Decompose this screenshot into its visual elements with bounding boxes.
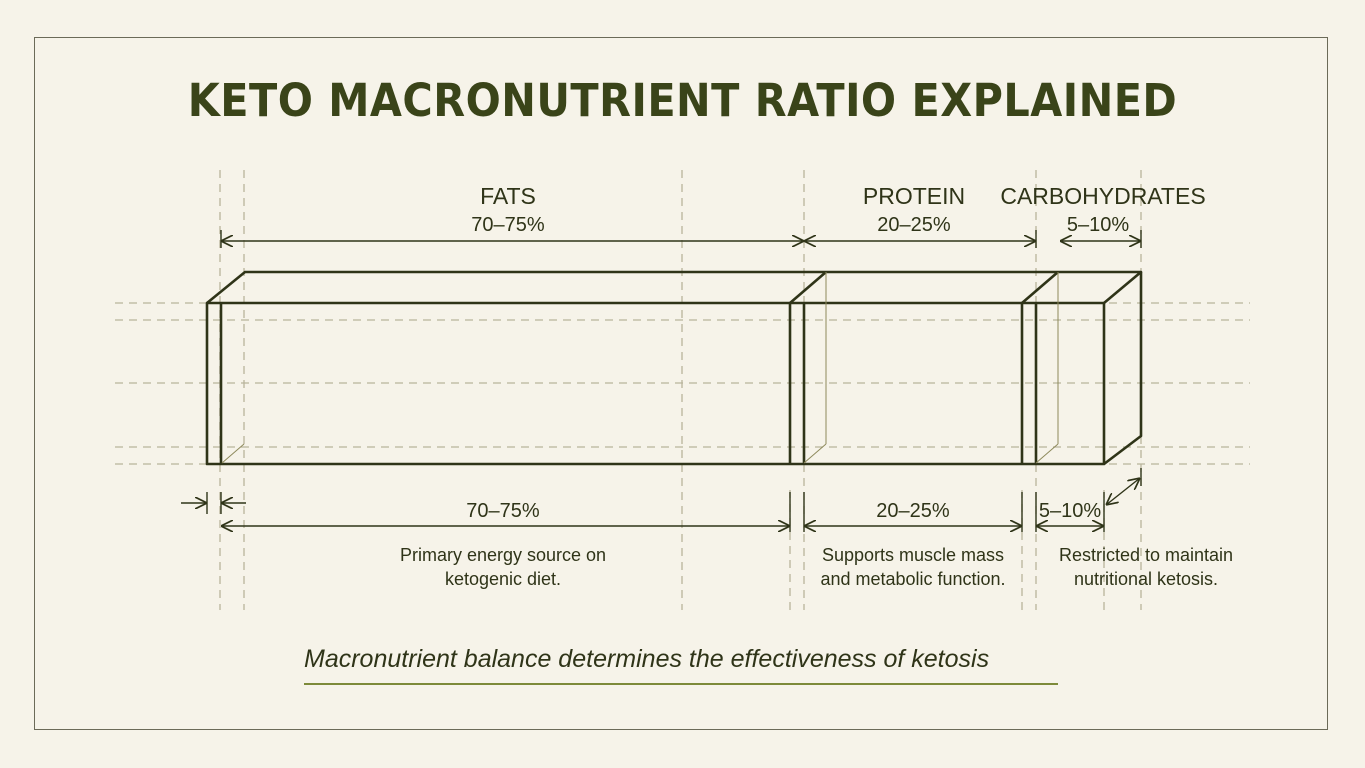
fats-range-top: 70–75% bbox=[471, 214, 545, 236]
carbohydrates-label: CARBOHYDRATES bbox=[1000, 183, 1206, 209]
bar-thin-edges bbox=[221, 272, 1059, 464]
protein-description-line1: Supports muscle mass bbox=[821, 545, 1005, 565]
protein-description: Supports muscle mass and metabolic funct… bbox=[820, 543, 1005, 591]
page-title: KETO MACRONUTRIENT RATIO EXPLAINED bbox=[187, 74, 1178, 127]
fats-label: FATS bbox=[480, 183, 536, 209]
carbohydrates-description: Restricted to maintain nutritional ketos… bbox=[1059, 543, 1233, 591]
fats-range-bottom: 70–75% bbox=[466, 500, 540, 522]
carbohydrates-description-line2: nutritional ketosis. bbox=[1073, 569, 1219, 589]
protein-label: PROTEIN bbox=[862, 183, 966, 209]
fats-description-line2: ketogenic diet. bbox=[444, 569, 562, 589]
carbohydrates-range-top: 5–10% bbox=[1066, 214, 1130, 236]
diagram-frame bbox=[34, 37, 1328, 730]
carbohydrates-range-bottom: 5–10% bbox=[1038, 500, 1102, 522]
fats-description-line1: Primary energy source on bbox=[399, 545, 607, 565]
carbohydrates-description-line1: Restricted to maintain bbox=[1058, 545, 1234, 565]
fats-description: Primary energy source on ketogenic diet. bbox=[400, 543, 606, 591]
caption: Macronutrient balance determines the eff… bbox=[304, 645, 990, 673]
caption-underline bbox=[304, 683, 1058, 685]
bar-outline bbox=[205, 270, 1143, 466]
protein-range-bottom: 20–25% bbox=[876, 500, 950, 522]
bottom-dimension-lines bbox=[181, 468, 1142, 532]
protein-description-line2: and metabolic function. bbox=[820, 569, 1006, 589]
protein-range-top: 20–25% bbox=[877, 214, 951, 236]
top-dimension-lines bbox=[220, 230, 1142, 248]
